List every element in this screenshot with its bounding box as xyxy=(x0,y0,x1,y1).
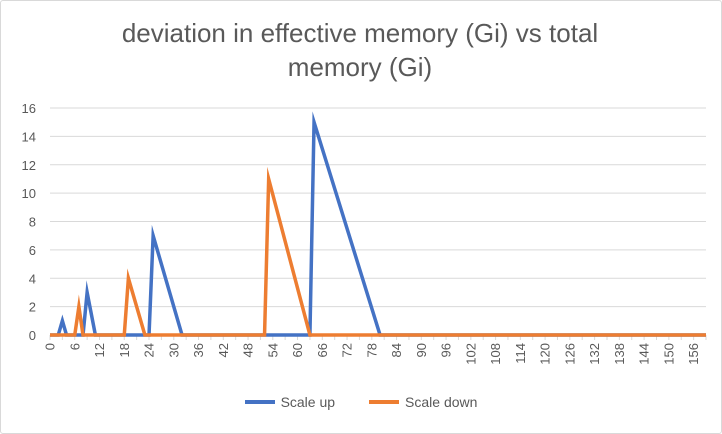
x-tick-label: 6 xyxy=(67,343,82,350)
y-tick-label: 14 xyxy=(22,129,36,144)
y-tick-label: 4 xyxy=(29,271,36,286)
x-tick-label: 114 xyxy=(513,343,528,364)
x-tick-label: 30 xyxy=(166,343,181,357)
x-tick-label: 24 xyxy=(142,343,157,357)
y-tick-label: 12 xyxy=(22,158,36,173)
series-line-scale-up xyxy=(50,111,706,337)
legend-item-scale-up[interactable]: Scale up xyxy=(244,394,336,410)
x-tick-label: 72 xyxy=(340,343,355,357)
x-tick-label: 36 xyxy=(191,343,206,357)
x-tick-label: 102 xyxy=(463,343,478,365)
legend-swatch-scale-down xyxy=(369,400,400,404)
x-tick-label: 84 xyxy=(389,343,404,357)
x-tick-label: 48 xyxy=(241,343,256,357)
series xyxy=(50,111,706,337)
x-tick-label: 108 xyxy=(488,343,503,365)
x-tick-label: 144 xyxy=(637,343,652,365)
y-tick-label: 2 xyxy=(29,300,36,315)
x-tick-label: 0 xyxy=(43,343,58,350)
y-tick-label: 8 xyxy=(29,215,36,230)
gridlines xyxy=(50,107,706,336)
x-tick-label: 18 xyxy=(117,343,132,357)
x-tick-label: 126 xyxy=(562,343,577,365)
x-tick-label: 66 xyxy=(315,343,330,357)
x-tick-label: 12 xyxy=(92,343,107,357)
x-tick-label: 54 xyxy=(265,343,280,357)
x-tick-label: 156 xyxy=(686,343,701,365)
y-tick-label: 6 xyxy=(29,243,36,258)
legend-label-scale-down: Scale down xyxy=(405,394,478,410)
x-tick-label: 120 xyxy=(538,343,553,365)
y-tick-label: 16 xyxy=(22,101,36,116)
chart-title-line-1: deviation in effective memory (Gi) vs to… xyxy=(121,18,599,48)
y-axis-ticks: 0 2 4 6 8 10 12 14 16 xyxy=(22,101,36,343)
y-tick-label: 0 xyxy=(29,328,36,343)
legend-item-scale-down[interactable]: Scale down xyxy=(369,394,477,410)
x-axis-ticks: 0 6 12 18 24 30 36 42 48 54 60 66 72 78 84 90 96 102 108 11… xyxy=(43,335,707,365)
x-tick-label: 78 xyxy=(364,343,379,357)
x-tick-label: 90 xyxy=(414,343,429,357)
x-tick-label: 138 xyxy=(612,343,627,365)
x-tick-label: 132 xyxy=(587,343,602,365)
chart-title-line-2: memory (Gi) xyxy=(287,52,433,82)
x-tick-label: 96 xyxy=(439,343,454,357)
legend-label-scale-up: Scale up xyxy=(280,394,336,410)
legend: Scale up Scale down xyxy=(0,394,722,410)
series-line-scale-down xyxy=(50,166,706,337)
x-tick-label: 42 xyxy=(216,343,231,357)
x-tick-label: 150 xyxy=(661,343,676,365)
legend-swatch-scale-up xyxy=(244,400,275,404)
x-tick-label: 60 xyxy=(290,343,305,357)
y-tick-label: 10 xyxy=(22,186,36,201)
chart-title: deviation in effective memory (Gi) vs to… xyxy=(60,16,660,84)
